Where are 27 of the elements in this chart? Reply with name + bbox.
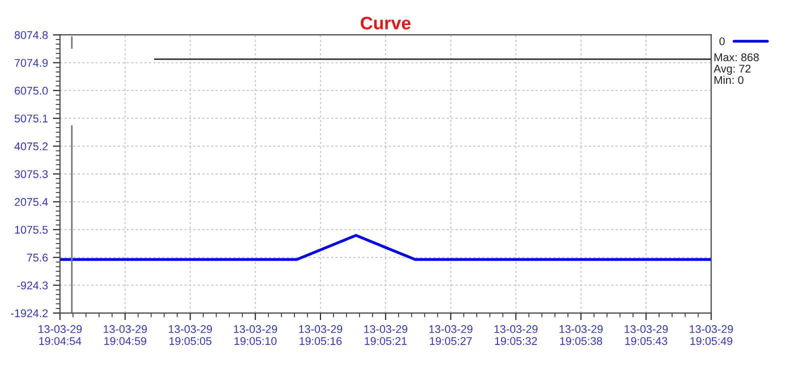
y-tick-label: 6075.0: [14, 86, 48, 95]
x-tick-label: 13-03-29 19:05:43: [624, 325, 668, 345]
y-tick-label: 7074.9: [14, 58, 48, 67]
text: Min: 0: [714, 76, 744, 84]
y-tick-label: 1075.5: [15, 226, 48, 234]
x-tick-label: 13-03-29 19:04:59: [104, 325, 147, 345]
y-tick-label: 3075.3: [14, 170, 48, 178]
x-tick-label: 13-03-29 19:05:16: [299, 325, 342, 345]
text: Avg: 72: [714, 64, 751, 75]
x-tick-label: 13-03-29 19:05:10: [234, 325, 278, 345]
x-tick-label: 13-03-29 19:05:05: [168, 325, 212, 345]
x-tick-label: 13-03-29 19:05:38: [560, 325, 603, 345]
y-tick-label: 4075.2: [14, 142, 48, 150]
y-tick-label: 75.6: [27, 254, 48, 262]
x-tick-label: 13-03-29 19:05:27: [429, 325, 472, 345]
legend-label: 0: [719, 37, 725, 46]
x-tick-label: 13-03-29 19:04:54: [38, 325, 82, 345]
chart-title: Curve: [360, 16, 411, 30]
y-tick-label: 8074.8: [14, 31, 48, 40]
y-tick-label: 5075.1: [14, 114, 48, 122]
y-tick-label: -924.3: [17, 282, 48, 290]
x-tick-label: 13-03-29 19:05:32: [494, 325, 538, 345]
x-tick-label: 13-03-29 19:05:49: [690, 325, 733, 345]
x-tick-label: 13-03-29 19:05:21: [364, 325, 408, 345]
y-tick-label: 2075.4: [14, 198, 48, 206]
y-tick-label: -1924.2: [11, 309, 48, 318]
text: Max: 868: [714, 53, 759, 62]
